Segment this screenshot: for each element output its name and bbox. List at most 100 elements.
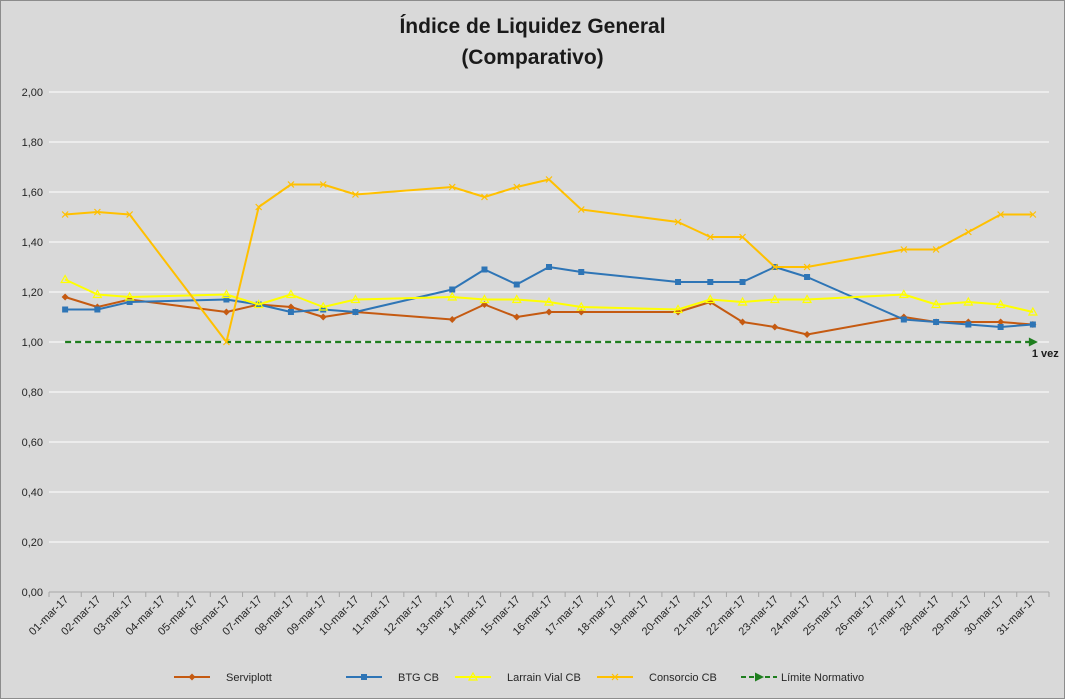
series-marker-serviplott [545,308,553,316]
series-marker-serviplott [448,316,456,323]
series-marker-btg-cb [997,324,1004,330]
series-marker-btg-cb [965,321,972,328]
series-marker-consorcio-cb [771,263,779,271]
series-marker-larrain-vial-cb [318,301,329,311]
series-marker-larrain-vial-cb [253,299,264,309]
series-marker-larrain-vial-cb [995,299,1006,309]
y-tick-label: 0,40 [22,487,43,499]
series-marker-btg-cb [739,279,746,285]
y-tick-label: 0,20 [22,537,43,549]
y-tick-label: 1,40 [22,237,43,249]
legend-marker-limite-normativo [755,672,764,682]
limit-annotation: 1 vez [1032,348,1059,360]
series-marker-serviplott [513,313,521,321]
series-marker-btg-cb [513,281,520,288]
series-marker-btg-cb [933,319,940,325]
series-marker-larrain-vial-cb [511,294,522,304]
series-marker-larrain-vial-cb [898,289,909,299]
series-line-larrain-vial-cb [64,278,1034,313]
series-marker-consorcio-cb [255,203,263,211]
y-tick-label: 1,80 [22,137,43,149]
series-marker-consorcio-cb [481,193,488,201]
series-marker-btg-cb [481,266,488,273]
series-marker-larrain-vial-cb [92,289,103,299]
series-marker-serviplott [61,293,69,301]
series-marker-larrain-vial-cb [479,294,490,304]
series-marker-btg-cb [578,269,585,275]
series-marker-consorcio-cb [932,246,940,253]
series-marker-consorcio-cb [803,263,811,271]
gridlines [49,91,1049,593]
series-marker-larrain-vial-cb [60,274,71,284]
series-marker-serviplott [771,323,779,331]
series-marker-serviplott [287,303,295,311]
series-marker-btg-cb [62,306,69,313]
series-marker-btg-cb [546,264,552,270]
series-marker-larrain-vial-cb [350,294,361,304]
y-tick-label: 2,00 [22,87,43,99]
series-marker-consorcio-cb [674,218,682,226]
series-marker-serviplott [739,318,747,326]
series-marker-larrain-vial-cb [576,301,587,311]
series-marker-btg-cb [223,296,230,303]
series-marker-consorcio-cb [545,176,553,183]
series-marker-larrain-vial-cb [737,296,748,306]
series-marker-larrain-vial-cb [447,291,458,301]
series-marker-btg-cb [804,274,811,280]
series-marker-larrain-vial-cb [963,296,974,306]
series-marker-serviplott [997,318,1005,326]
series-marker-serviplott [222,308,230,316]
series-marker-consorcio-cb [319,181,327,188]
legend-label-btg-cb: BTG CB [398,672,439,684]
series-marker-serviplott [803,331,811,338]
y-tick-label: 1,20 [22,287,43,299]
legend-label-limite-normativo: Límite Normativo [781,672,864,684]
series-marker-larrain-vial-cb [802,294,813,304]
series-marker-btg-cb [900,316,907,323]
chart-title: Índice de Liquidez General [399,15,666,38]
series-marker-consorcio-cb [1029,211,1037,218]
y-tick-label: 0,60 [22,437,43,449]
series-marker-consorcio-cb [61,211,69,218]
series-marker-larrain-vial-cb [543,296,555,306]
series-marker-btg-cb [287,309,294,315]
series-marker-btg-cb [126,299,133,305]
annotations: 1 vez [1032,348,1059,360]
series-marker-btg-cb [449,286,456,293]
series-layer [60,176,1038,347]
chart-subtitle: (Comparativo) [461,46,604,69]
series-marker-larrain-vial-cb [221,289,232,299]
series-marker-btg-cb [94,306,101,313]
series-marker-larrain-vial-cb [124,291,135,301]
series-marker-consorcio-cb [964,228,972,236]
y-tick-label: 0,80 [22,387,43,399]
series-marker-consorcio-cb [222,338,230,346]
series-marker-larrain-vial-cb [285,289,296,299]
series-marker-consorcio-cb [448,183,456,191]
series-marker-larrain-vial-cb [705,294,716,304]
legend-label-serviplott: Serviplott [226,672,272,684]
series-marker-consorcio-cb [287,181,295,188]
series-marker-btg-cb [675,279,682,285]
series-marker-consorcio-cb [900,246,908,253]
y-tick-label: 1,60 [22,187,43,199]
series-marker-consorcio-cb [126,211,134,218]
series-marker-consorcio-cb [513,183,521,191]
series-marker-consorcio-cb [997,211,1005,218]
legend-label-larrain-vial-cb: Larrain Vial CB [507,672,581,684]
legend: Serviplott BTG CB Larrain Vial CB Consorcio… [174,671,864,684]
legend-marker-btg-cb [361,674,367,680]
series-marker-btg-cb [352,309,359,315]
series-marker-btg-cb [707,279,714,285]
series-marker-larrain-vial-cb [769,294,780,304]
series-marker-larrain-vial-cb [931,299,942,309]
series-marker-serviplott [319,313,327,321]
series-marker-larrain-vial-cb [672,304,684,314]
series-marker-larrain-vial-cb [1027,306,1038,316]
series-marker-limite-normativo [1028,337,1038,347]
series-marker-consorcio-cb [739,233,746,241]
series-marker-consorcio-cb [706,233,714,241]
series-marker-btg-cb [1029,321,1036,328]
legend-marker-consorcio-cb [611,673,619,681]
